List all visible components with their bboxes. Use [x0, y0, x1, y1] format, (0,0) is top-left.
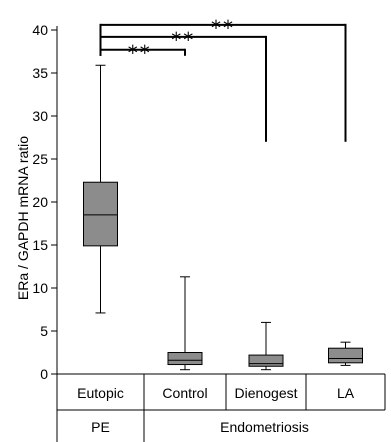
- y-axis: 0 5 10 15 20 25 30 35 40: [32, 22, 58, 382]
- x-category-label: Dienogest: [234, 385, 297, 401]
- box-eutopic: [83, 64, 118, 314]
- x-group-label: PE: [91, 419, 110, 435]
- y-tick-label: 30: [32, 108, 48, 124]
- y-tick-label: 10: [32, 280, 48, 296]
- significance-brackets: ** ** **: [99, 16, 347, 142]
- y-axis-label: ERa / GAPDH mRNA ratio: [15, 136, 31, 300]
- iqr-box: [83, 181, 118, 247]
- significance-bracket: **: [99, 41, 186, 65]
- y-tick-label: 20: [32, 194, 48, 210]
- x-axis: Eutopic Control Dienogest LA PE Endometriosis: [56, 373, 386, 442]
- box-la: [328, 341, 363, 366]
- plot-area: [83, 64, 363, 371]
- significance-bracket: **: [99, 16, 347, 142]
- x-category-label: LA: [337, 385, 355, 401]
- iqr-box: [328, 347, 363, 364]
- significance-label: **: [211, 16, 235, 40]
- y-tick-label: 40: [32, 22, 48, 38]
- x-category-label: Eutopic: [77, 385, 124, 401]
- iqr-box: [167, 352, 203, 366]
- iqr-box: [248, 354, 284, 367]
- x-group-label: Endometriosis: [220, 419, 309, 435]
- y-tick-label: 35: [32, 65, 48, 81]
- significance-label: **: [128, 41, 152, 65]
- significance-label: **: [171, 28, 195, 52]
- significance-bracket: **: [99, 28, 267, 142]
- box-control: [167, 276, 203, 371]
- y-tick-label: 15: [32, 237, 48, 253]
- y-tick-label: 25: [32, 151, 48, 167]
- x-category-label: Control: [162, 385, 207, 401]
- y-tick-label: 0: [40, 366, 48, 382]
- y-tick-label: 5: [40, 323, 48, 339]
- box-dienogest: [248, 321, 284, 371]
